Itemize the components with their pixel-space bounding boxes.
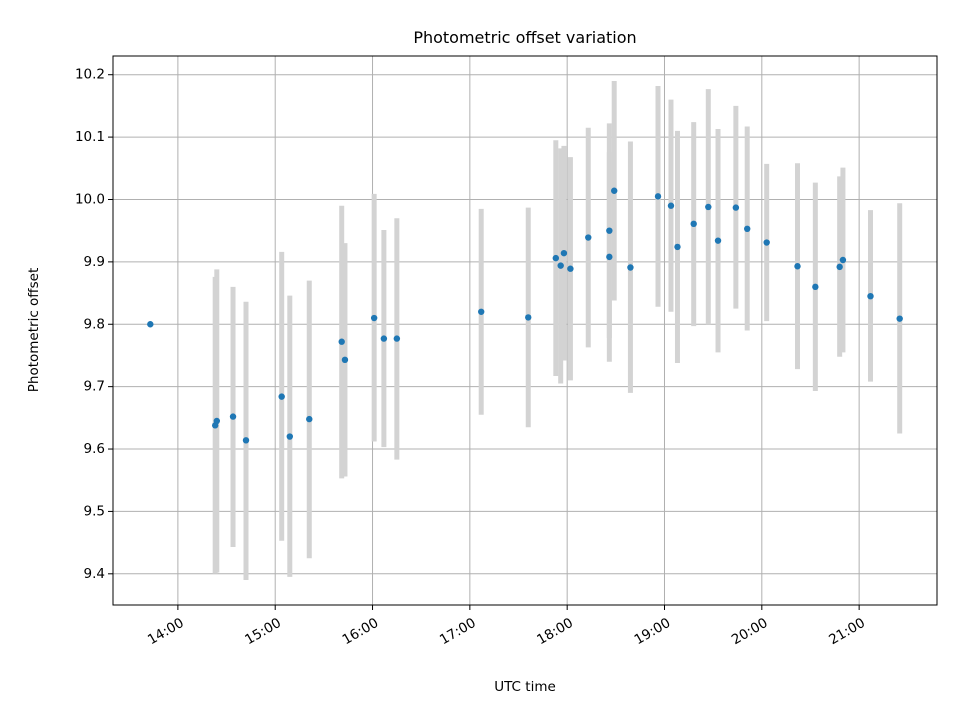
data-point <box>242 437 250 444</box>
data-point <box>306 415 313 423</box>
data-point <box>744 225 751 233</box>
data-point <box>690 220 697 228</box>
y-tick-label: 9.5 <box>84 503 105 519</box>
y-tick-label: 10.0 <box>75 191 105 207</box>
y-axis-label: Photometric offset <box>26 268 42 392</box>
data-point <box>278 393 285 400</box>
y-tick-label: 10.1 <box>75 129 105 145</box>
data-point <box>836 263 843 271</box>
x-tick-label: 15:00 <box>242 615 284 648</box>
data-point <box>393 335 401 342</box>
data-point <box>627 264 634 271</box>
plot-frame <box>112 55 938 606</box>
data-point <box>896 315 903 322</box>
point-layer <box>147 187 903 444</box>
x-tick-label: 16:00 <box>340 615 382 648</box>
y-tick-label: 9.9 <box>84 254 105 270</box>
x-axis: 14:00 15:00 16:00 17:00 18:00 19:00 20:00 21:00 <box>145 605 868 648</box>
y-tick-label: 9.4 <box>84 566 105 582</box>
data-point <box>867 292 874 300</box>
data-point <box>567 265 574 272</box>
data-point <box>229 413 237 420</box>
data-point <box>557 262 564 269</box>
x-tick-label: 19:00 <box>632 615 674 648</box>
data-point <box>478 308 485 315</box>
errorbar-layer <box>212 80 903 581</box>
data-point <box>839 256 847 264</box>
data-point <box>667 202 675 209</box>
data-point <box>606 227 613 234</box>
data-point <box>338 338 345 345</box>
data-point <box>560 249 568 257</box>
data-point <box>705 203 712 211</box>
data-point <box>606 253 613 261</box>
x-axis-label: UTC time <box>494 679 556 695</box>
x-tick-label: 17:00 <box>437 615 479 648</box>
x-tick-label: 14:00 <box>145 615 187 648</box>
data-point <box>370 314 378 322</box>
data-point <box>763 239 770 246</box>
x-tick-label: 18:00 <box>534 615 576 648</box>
data-point <box>812 283 819 291</box>
chart-title: Photometric offset variation <box>413 28 636 47</box>
y-tick-label: 10.2 <box>75 67 105 83</box>
data-point <box>147 321 154 328</box>
data-point <box>585 234 592 241</box>
x-tick-label: 20:00 <box>729 615 771 648</box>
data-point <box>380 335 388 342</box>
data-point <box>674 243 681 251</box>
data-point <box>794 263 801 270</box>
x-tick-label: 21:00 <box>826 615 868 648</box>
data-point <box>611 187 618 194</box>
y-tick-label: 9.8 <box>84 316 105 332</box>
data-point <box>525 314 532 321</box>
data-point <box>286 433 294 440</box>
data-point <box>654 193 662 200</box>
data-point <box>732 204 740 211</box>
data-point <box>341 356 349 364</box>
y-tick-label: 9.6 <box>84 441 105 457</box>
y-axis: 9.4 9.5 9.6 9.7 9.8 9.9 10.0 10.1 10.2 <box>75 67 113 582</box>
y-tick-label: 9.7 <box>84 379 105 395</box>
data-point <box>552 254 560 262</box>
data-point <box>714 237 722 244</box>
data-point <box>213 417 221 425</box>
